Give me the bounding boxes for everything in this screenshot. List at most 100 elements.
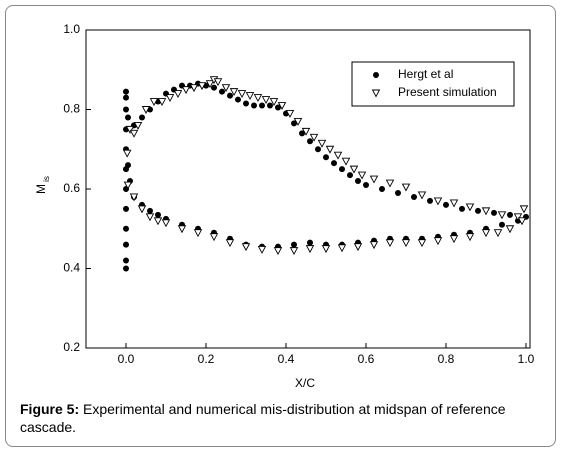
point — [493, 229, 503, 238]
caption-label: Figure 5: — [20, 401, 80, 417]
point — [505, 225, 515, 234]
point — [317, 139, 327, 148]
point — [449, 199, 459, 208]
point — [221, 84, 231, 93]
point — [177, 225, 187, 234]
point — [122, 149, 132, 158]
point — [475, 207, 481, 214]
point — [123, 181, 133, 190]
point — [259, 102, 265, 109]
point — [125, 114, 131, 121]
point — [417, 191, 427, 200]
point — [139, 114, 145, 121]
point — [193, 229, 203, 238]
point — [267, 102, 273, 109]
x-tick-label: 1.0 — [518, 352, 535, 366]
point — [253, 94, 263, 103]
point — [123, 265, 129, 272]
point — [507, 211, 513, 218]
point — [349, 165, 359, 174]
y-axis-label-sub: is — [42, 176, 51, 182]
caption-text: Experimental and numerical mis-distribut… — [20, 401, 506, 435]
point — [333, 151, 343, 160]
point — [385, 239, 395, 248]
point — [293, 117, 303, 126]
point — [165, 94, 175, 103]
point — [307, 239, 313, 246]
point — [141, 106, 151, 114]
point — [433, 237, 443, 246]
point — [481, 229, 491, 238]
point — [133, 121, 143, 130]
point — [305, 245, 315, 254]
point — [369, 241, 379, 250]
point — [427, 197, 433, 204]
y-axis-label-main: M — [34, 184, 48, 194]
point — [153, 217, 163, 226]
point — [257, 245, 267, 254]
caption: Figure 5: Experimental and numerical mis… — [20, 400, 550, 436]
point — [347, 172, 353, 179]
legend-marker — [373, 72, 379, 78]
point — [369, 175, 379, 184]
point — [123, 241, 129, 248]
x-tick-label: 0.8 — [438, 352, 455, 366]
point — [123, 205, 129, 212]
point — [465, 203, 475, 212]
point — [211, 84, 217, 91]
point — [465, 233, 475, 242]
x-tick-label: 0.2 — [198, 352, 215, 366]
point — [173, 90, 183, 99]
point — [161, 219, 171, 228]
point — [491, 209, 497, 216]
legend-box — [351, 61, 515, 107]
point — [363, 182, 369, 189]
point — [517, 217, 527, 226]
point — [315, 146, 321, 153]
legend-marker — [371, 89, 381, 98]
point — [251, 102, 257, 109]
point — [157, 98, 167, 106]
point — [519, 205, 529, 214]
point — [499, 221, 505, 228]
point — [243, 100, 249, 107]
y-tick-label: 0.6 — [63, 181, 80, 195]
point — [355, 178, 361, 185]
point — [229, 88, 239, 97]
point — [307, 138, 313, 145]
point — [301, 127, 311, 136]
x-tick-label: 0.4 — [278, 352, 295, 366]
point — [357, 171, 367, 180]
point — [449, 235, 459, 244]
point — [289, 247, 299, 256]
y-tick-label: 1.0 — [63, 22, 80, 36]
point — [273, 247, 283, 256]
point — [395, 189, 401, 196]
figure-frame — [5, 5, 556, 447]
x-tick-label: 0.6 — [358, 352, 375, 366]
point — [339, 166, 345, 173]
point — [149, 98, 159, 106]
point — [385, 179, 395, 188]
point — [353, 243, 363, 252]
point — [285, 110, 295, 118]
point — [123, 106, 129, 113]
point — [123, 88, 129, 95]
point — [433, 197, 443, 206]
point — [129, 129, 139, 138]
point — [379, 186, 385, 192]
point — [401, 183, 411, 192]
point — [123, 225, 129, 232]
point — [125, 162, 131, 169]
point — [309, 133, 319, 142]
point — [219, 88, 225, 95]
point — [225, 239, 235, 248]
point — [323, 154, 329, 161]
point — [147, 207, 153, 214]
point — [325, 145, 335, 154]
point — [443, 201, 449, 208]
point — [277, 102, 287, 110]
y-tick-label: 0.2 — [63, 340, 80, 354]
